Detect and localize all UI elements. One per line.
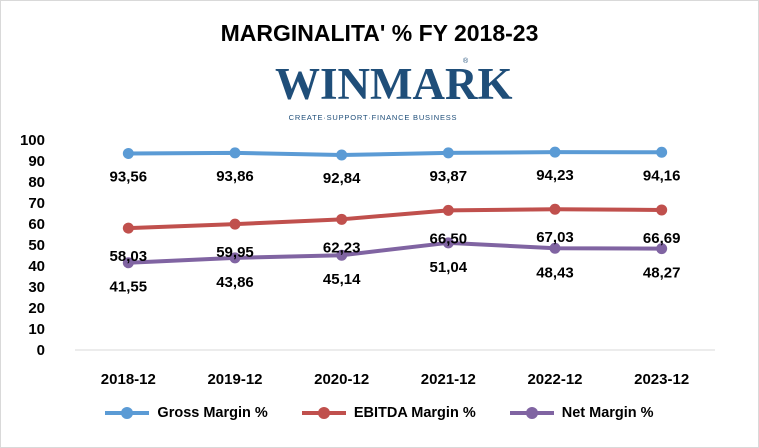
data-label: 66,50 [430,230,468,247]
data-point [549,146,561,158]
data-point [336,249,348,261]
chart-legend: Gross Margin % EBITDA Margin % Net Margin … [0,405,759,421]
data-point [336,213,348,225]
legend-label: EBITDA Margin % [353,405,476,421]
data-label: 93,56 [110,169,148,186]
y-tick-label: 30 [28,279,45,296]
legend-label: Gross Margin % [157,405,268,421]
y-tick-label: 40 [28,258,45,275]
data-label: 43,86 [216,274,254,291]
x-tick-label: 2018-12 [101,371,156,388]
winmark-logo: WINMARK ® CREATE·SUPPORT·FINANCE BUSINES… [275,58,512,128]
series-line [128,240,662,265]
data-point [549,242,561,254]
legend-label: Net Margin % [561,405,654,421]
data-point [336,149,348,161]
data-point [656,146,668,158]
legend-marker-icon [105,406,150,420]
data-label: 62,23 [323,239,361,256]
data-point [229,252,241,264]
data-label: 59,95 [216,244,254,261]
y-tick-label: 50 [28,237,45,254]
data-point [442,147,454,159]
y-tick-label: 80 [28,174,45,191]
legend-item: EBITDA Margin % [301,405,476,421]
x-tick-label: 2020-12 [314,371,369,388]
y-tick-label: 70 [28,195,45,212]
data-label: 41,55 [110,279,148,296]
data-point [122,257,134,269]
data-point [229,147,241,159]
data-label: 92,84 [323,170,361,187]
x-tick-label: 2022-12 [527,371,582,388]
data-label: 93,87 [430,168,468,185]
series-line [128,207,662,231]
data-label: 58,03 [110,248,148,265]
data-label: 94,23 [536,167,574,184]
data-label: 45,14 [323,271,361,288]
y-tick-label: 0 [37,342,45,359]
legend-item: Gross Margin % [105,405,268,421]
x-tick-label: 2021-12 [421,371,476,388]
data-point [442,237,454,249]
data-point [656,243,668,255]
data-labels: 93,56 93,86 92,84 93,87 94,23 94,16 58,03 59,95… [110,167,681,296]
logo-tagline: CREATE·SUPPORT·FINANCE BUSINESS [288,113,458,122]
data-point [549,203,561,215]
data-point [229,218,241,230]
chart-title: MARGINALITA' % FY 2018-23 [220,20,539,46]
y-tick-label: 60 [28,216,45,233]
x-axis: 2018-12 2019-12 2020-12 2021-12 2022-12 2023-… [75,349,715,388]
legend-marker-icon [509,406,554,420]
data-label: 48,43 [536,264,574,281]
y-tick-label: 90 [28,153,45,170]
data-label: 94,16 [643,167,681,184]
legend-marker-icon [301,406,346,420]
legend-item: Net Margin % [509,405,654,421]
series-line [128,150,662,158]
data-label: 51,04 [430,259,468,276]
y-tick-label: 10 [28,321,45,338]
data-label: 67,03 [536,229,574,246]
data-point [122,222,134,234]
y-tick-label: 20 [28,300,45,317]
x-tick-label: 2023-12 [634,371,689,388]
series-group [122,146,668,269]
data-label: 66,69 [643,230,681,247]
data-label: 93,86 [216,168,254,185]
data-point [656,204,668,216]
y-axis: 0 10 20 30 40 50 60 70 80 90 100 [20,132,45,359]
data-point [122,148,134,160]
data-point [442,204,454,216]
data-label: 48,27 [643,265,681,282]
y-tick-label: 100 [20,132,45,149]
logo-registered-mark: ® [463,58,469,65]
x-tick-label: 2019-12 [207,371,262,388]
